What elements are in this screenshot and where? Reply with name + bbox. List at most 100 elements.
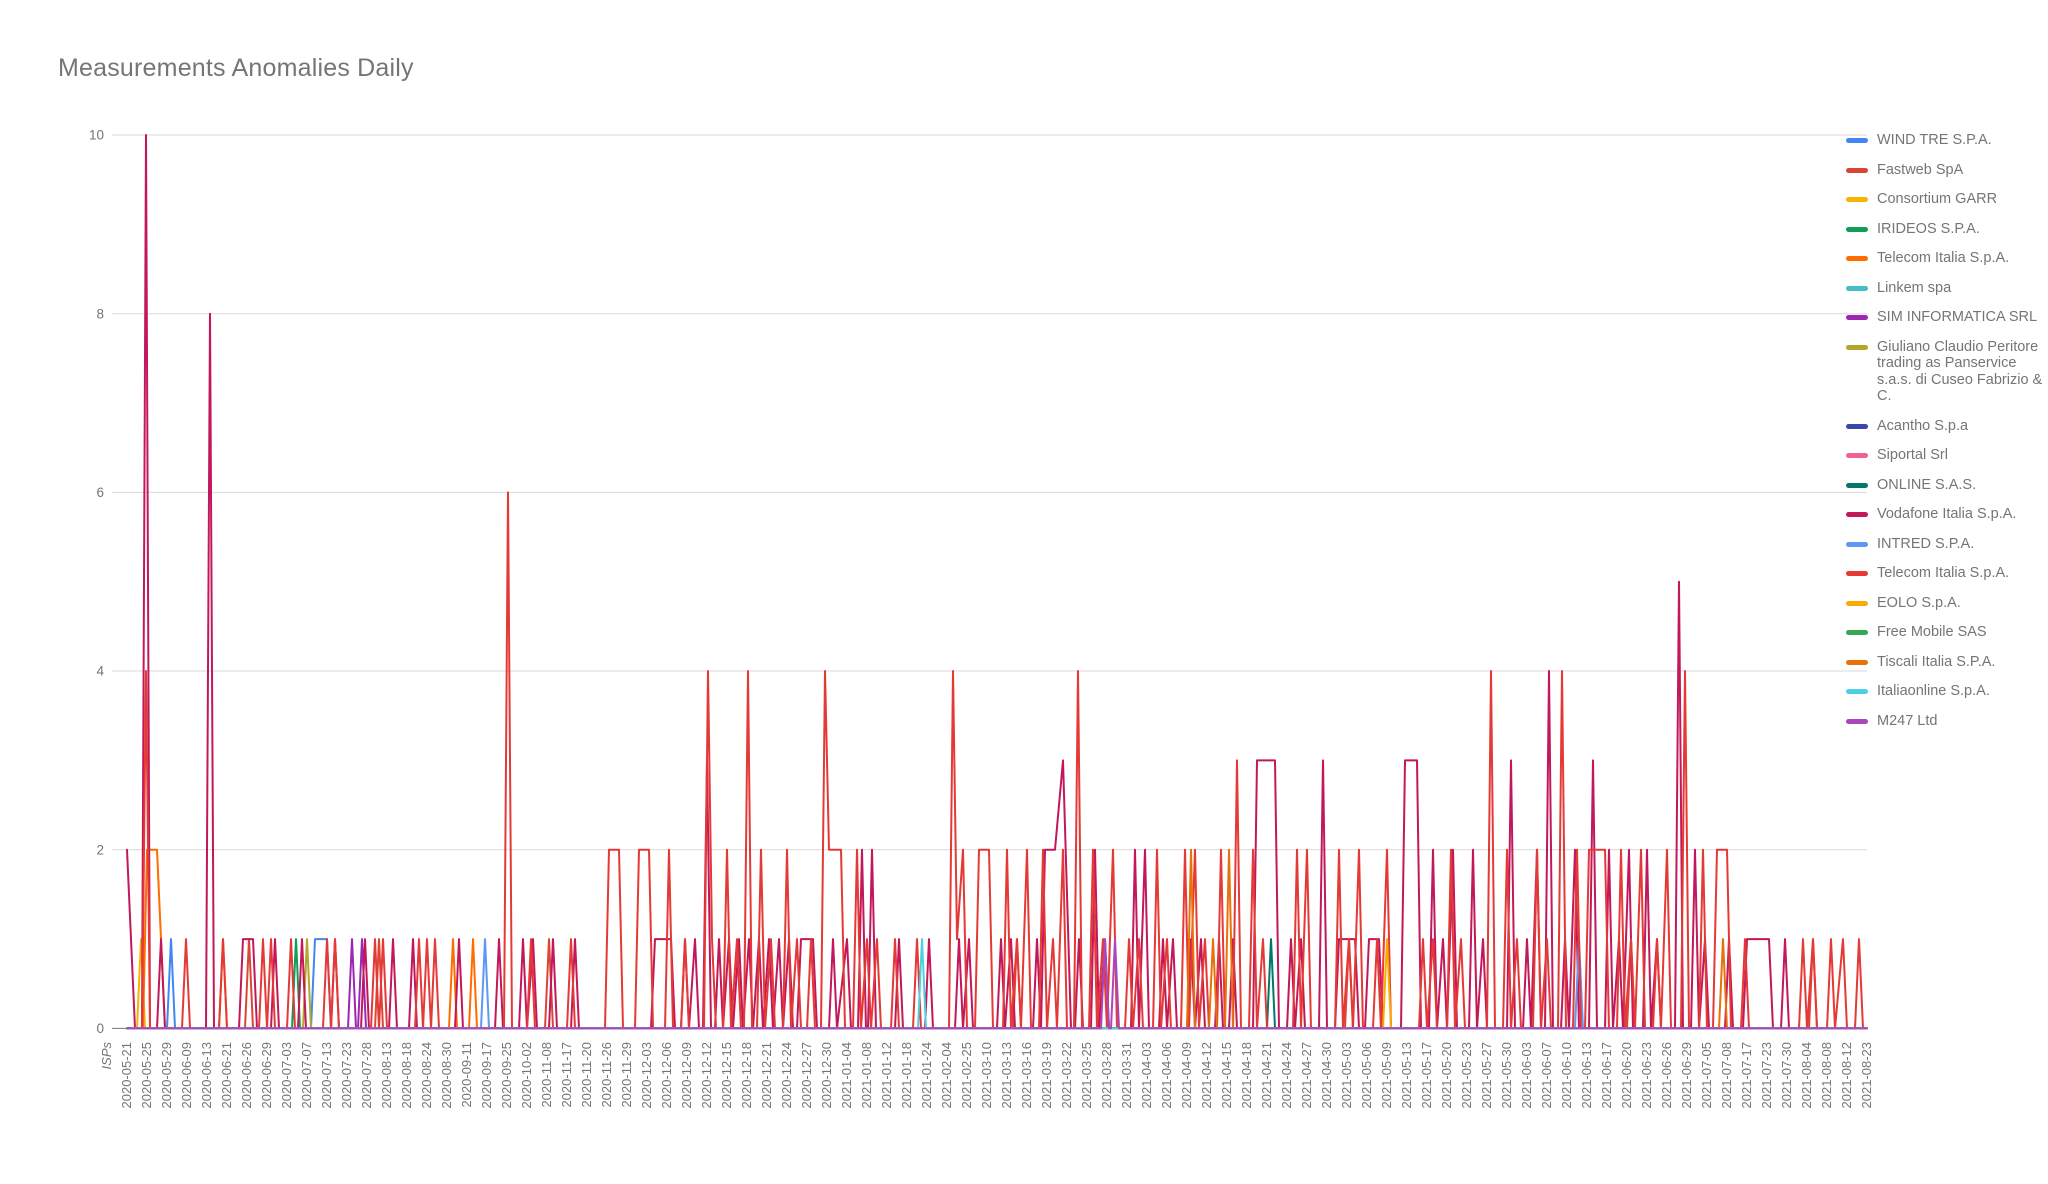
x-tick-label: 2020-12-15 [719,1042,734,1109]
x-tick-label: 2021-07-08 [1719,1042,1734,1109]
legend-swatch-icon [1846,659,1868,665]
legend-item-17[interactable]: Italiaonline S.p.A. [1846,683,2044,700]
legend-item-13[interactable]: Telecom Italia S.p.A. [1846,565,2044,582]
x-tick-label: 2021-04-15 [1219,1042,1234,1109]
legend-label: Giuliano Claudio Peritore trading as Pan… [1877,338,2043,405]
x-tick-label: 2021-07-23 [1759,1042,1774,1109]
legend-swatch-icon [1846,138,1868,143]
x-tick-label: 2020-11-20 [579,1042,594,1108]
legend-swatch-icon [1846,600,1868,606]
x-tick-label: 2020-07-28 [359,1042,374,1109]
legend-item-10[interactable]: ONLINE S.A.S. [1846,477,2044,494]
y-tick-label: 2 [96,842,104,857]
x-tick-label: 2021-06-17 [1599,1042,1614,1109]
x-tick-label: 2021-06-23 [1639,1042,1654,1109]
x-tick-label: 2021-04-06 [1159,1042,1174,1109]
x-tick-label: 2021-01-08 [859,1042,874,1109]
x-tick-label: 2021-06-03 [1519,1042,1534,1109]
legend-label: Acantho S.p.a [1877,417,1969,434]
x-tick-label: 2021-01-18 [899,1042,914,1109]
legend-label: Siportal Srl [1877,447,1948,463]
x-tick-label: 2020-07-07 [299,1042,314,1109]
series-line-13[interactable] [126,491,1868,1030]
legend-label: Telecom Italia S.p.A. [1877,565,2010,581]
x-tick-label: 2021-03-16 [1019,1042,1034,1109]
x-tick-label: 2020-09-25 [499,1042,514,1109]
legend-item-15[interactable]: Free Mobile SAS [1846,624,2044,641]
x-tick-label: 2021-05-30 [1499,1042,1514,1109]
x-tick-label: 2021-07-05 [1699,1042,1714,1109]
x-tick-label: 2021-04-12 [1199,1042,1214,1109]
x-tick-label: 2021-05-17 [1419,1042,1434,1109]
x-tick-label: 2021-06-13 [1579,1042,1594,1109]
x-tick-label: 2020-12-12 [699,1042,714,1109]
legend-swatch-icon [1846,197,1868,202]
legend-label: INTRED S.P.A. [1877,535,1975,552]
legend-swatch-icon [1846,512,1868,517]
legend-swatch-icon [1846,226,1868,232]
x-tick-label: 2021-08-08 [1819,1042,1834,1109]
legend-item-18[interactable]: M247 Ltd [1846,713,2044,730]
legend-label: Free Mobile SAS [1877,624,1987,640]
x-tick-label: 2020-06-29 [259,1042,274,1109]
x-tick-label: 2020-05-21 [119,1042,134,1109]
x-tick-label: 2021-03-31 [1119,1042,1134,1109]
legend-swatch-icon [1846,423,1868,429]
legend-swatch-icon [1846,630,1868,635]
x-tick-label: 2021-03-25 [1079,1042,1094,1109]
legend-item-11[interactable]: Vodafone Italia S.p.A. [1846,506,2044,523]
legend-item-4[interactable]: Telecom Italia S.p.A. [1846,250,2044,267]
x-tick-label: 2020-08-24 [419,1042,434,1109]
x-tick-label: 2021-05-20 [1439,1042,1454,1109]
x-tick-label: 2021-07-17 [1739,1042,1754,1109]
legend: WIND TRE S.P.A. Fastweb SpA Consortium GAR… [1846,132,2044,742]
x-tick-label: 2020-12-09 [679,1042,694,1109]
x-tick-label: 2021-03-10 [979,1042,994,1109]
x-tick-label: 2021-03-22 [1059,1042,1074,1109]
x-tick-label: 2021-05-27 [1479,1042,1494,1109]
legend-item-12[interactable]: INTRED S.P.A. [1846,536,2044,553]
y-tick-label: 8 [96,306,104,321]
legend-label: ONLINE S.A.S. [1877,476,1977,493]
x-tick-label: 2021-04-27 [1299,1042,1314,1109]
x-tick-label: 2021-04-09 [1179,1042,1194,1109]
legend-item-14[interactable]: EOLO S.p.A. [1846,595,2044,612]
x-tick-label: 2021-01-04 [839,1042,854,1109]
x-tick-label: 2020-10-02 [519,1042,534,1109]
legend-swatch-icon [1846,482,1868,488]
x-tick-label: 2021-06-10 [1559,1042,1574,1109]
legend-item-7[interactable]: Giuliano Claudio Peritore trading as Pan… [1846,339,2044,405]
x-tick-label: 2020-12-21 [759,1042,774,1109]
legend-item-3[interactable]: IRIDEOS S.P.A. [1846,221,2044,238]
legend-item-9[interactable]: Siportal Srl [1846,447,2044,464]
x-tick-label: 2020-07-23 [339,1042,354,1109]
legend-item-2[interactable]: Consortium GARR [1846,191,2044,208]
x-tick-label: 2021-06-29 [1679,1042,1694,1109]
legend-label: Vodafone Italia S.p.A. [1877,506,2017,522]
legend-swatch-icon [1846,541,1868,547]
legend-label: Tiscali Italia S.P.A. [1877,653,1996,670]
x-tick-label: 2020-11-29 [619,1042,634,1108]
legend-item-1[interactable]: Fastweb SpA [1846,162,2044,179]
x-tick-label: 2021-08-12 [1839,1042,1854,1109]
legend-item-6[interactable]: SIM INFORMATICA SRL [1846,309,2044,326]
x-tick-label: 2021-03-28 [1099,1042,1114,1109]
y-tick-label: 6 [96,485,104,500]
legend-item-16[interactable]: Tiscali Italia S.P.A. [1846,654,2044,671]
legend-label: EOLO S.p.A. [1877,594,1961,611]
x-tick-label: 2021-04-24 [1279,1042,1294,1109]
x-tick-label: 2020-11-08 [539,1042,554,1108]
legend-item-5[interactable]: Linkem spa [1846,280,2044,297]
chart-title: Measurements Anomalies Daily [58,54,414,82]
legend-item-0[interactable]: WIND TRE S.P.A. [1846,132,2044,149]
series-line-18[interactable] [126,938,1868,1030]
x-tick-label: 2020-07-13 [319,1042,334,1109]
x-tick-label: 2020-08-18 [399,1042,414,1109]
legend-swatch-icon [1846,453,1868,458]
legend-label: WIND TRE S.P.A. [1877,132,1992,148]
x-tick-label: 2021-06-20 [1619,1042,1634,1109]
legend-item-8[interactable]: Acantho S.p.a [1846,418,2044,435]
legend-swatch-icon [1846,167,1868,173]
legend-label: SIM INFORMATICA SRL [1877,309,2038,325]
